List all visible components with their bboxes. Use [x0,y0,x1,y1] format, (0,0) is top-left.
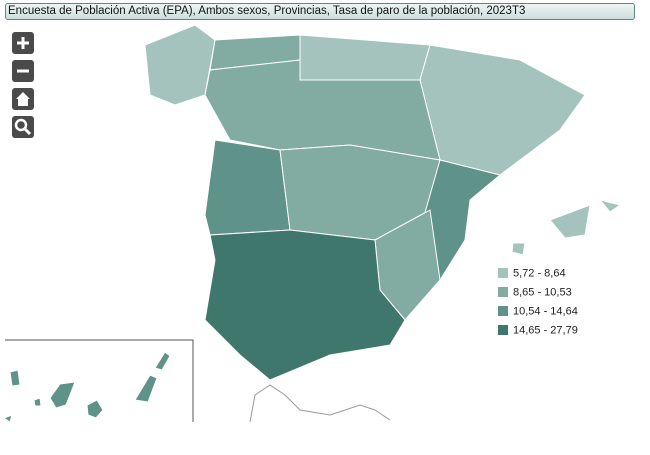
zoom-out-button[interactable] [12,60,34,82]
legend-label: 14,65 - 27,79 [513,324,578,336]
province [204,139,291,236]
province [86,399,104,419]
canary-inset-frame [5,339,194,422]
province [2,414,13,423]
province [204,229,406,381]
map-title: Encuesta de Población Activa (EPA), Ambo… [5,3,635,20]
province [419,44,586,176]
legend-swatch [498,306,508,316]
legend-label: 10,54 - 14,64 [513,305,578,317]
province [134,374,158,403]
legend-label: 8,65 - 10,53 [513,286,572,298]
search-button[interactable] [12,116,34,138]
province [598,199,622,213]
legend: 5,72 - 8,64 8,65 - 10,53 10,54 - 14,64 14,6… [498,267,578,336]
legend-swatch [498,287,508,297]
province [154,351,171,371]
province [49,381,76,409]
map-regions [2,24,622,423]
province [33,397,42,407]
legend-label: 5,72 - 8,64 [513,267,566,279]
province [511,242,526,256]
province [204,59,441,161]
province [299,34,431,81]
province [144,24,216,106]
north-africa-coast [249,384,391,423]
home-button[interactable] [12,88,34,110]
province [549,204,591,239]
zoom-in-button[interactable] [12,32,34,54]
legend-swatch [498,325,508,335]
legend-swatch [498,268,508,278]
province [9,369,21,387]
